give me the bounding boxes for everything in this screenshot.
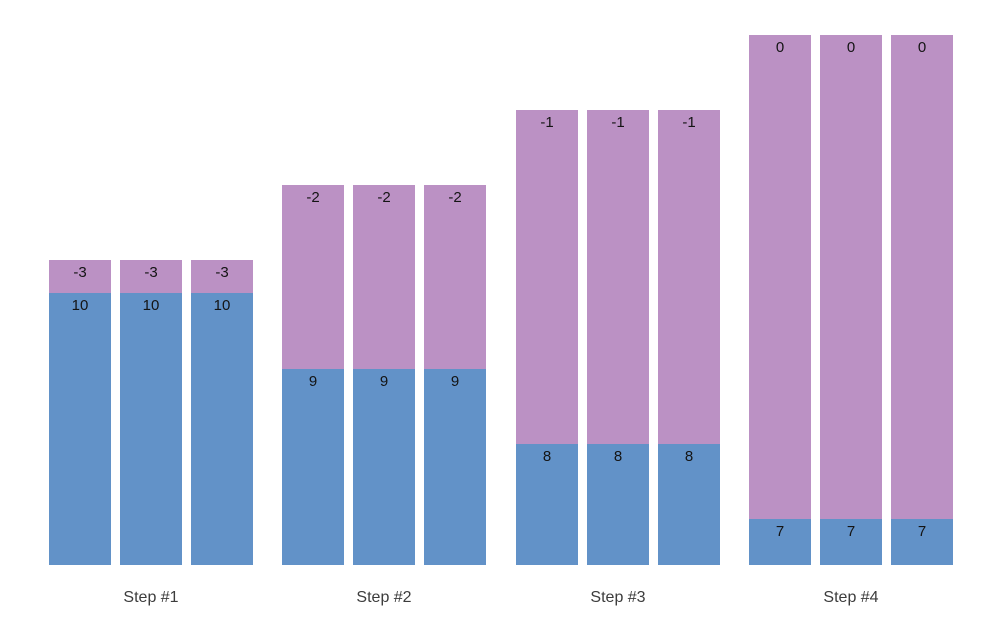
bar-value-label: 8 bbox=[542, 448, 552, 465]
x-axis-label: Step #2 bbox=[356, 589, 412, 606]
bar-segment-top: -1 bbox=[658, 110, 720, 444]
bar-segment-top: -2 bbox=[282, 185, 344, 369]
bar-value-label: 9 bbox=[308, 373, 318, 390]
bar-value-label: -3 bbox=[73, 264, 87, 281]
bar-value-label: 10 bbox=[213, 297, 231, 314]
bar-segment-bottom: 10 bbox=[120, 293, 182, 565]
bar-segment-bottom: 8 bbox=[516, 444, 578, 565]
bar-value-label: 0 bbox=[917, 39, 927, 56]
bar-value-label: -1 bbox=[682, 114, 696, 131]
bar-value-label: 7 bbox=[775, 523, 785, 540]
bar-segment-top: 0 bbox=[820, 35, 882, 519]
x-axis-label: Step #1 bbox=[123, 589, 179, 606]
bar-value-label: 8 bbox=[684, 448, 694, 465]
x-axis-label: Step #3 bbox=[590, 589, 646, 606]
bar-value-label: -2 bbox=[306, 189, 320, 206]
bar-value-label: 10 bbox=[142, 297, 160, 314]
bar-segment-top: -1 bbox=[587, 110, 649, 444]
bar-segment-top: -3 bbox=[191, 260, 253, 293]
bar-value-label: 0 bbox=[846, 39, 856, 56]
bar-value-label: -3 bbox=[144, 264, 158, 281]
bar-value-label: 10 bbox=[71, 297, 89, 314]
bar-segment-bottom: 8 bbox=[658, 444, 720, 565]
bar-segment-top: 0 bbox=[749, 35, 811, 519]
bar-segment-top: -1 bbox=[516, 110, 578, 444]
bar-segment-bottom: 8 bbox=[587, 444, 649, 565]
bar-segment-bottom: 10 bbox=[191, 293, 253, 565]
bar-value-label: 7 bbox=[917, 523, 927, 540]
bar-segment-bottom: 7 bbox=[749, 519, 811, 565]
bar-value-label: 7 bbox=[846, 523, 856, 540]
bar-segment-top: -3 bbox=[49, 260, 111, 293]
bar-segment-bottom: 9 bbox=[353, 369, 415, 565]
bar-segment-top: -2 bbox=[353, 185, 415, 369]
bar-value-label: -1 bbox=[611, 114, 625, 131]
bar-value-label: 8 bbox=[613, 448, 623, 465]
bar-value-label: 9 bbox=[450, 373, 460, 390]
bar-segment-bottom: 10 bbox=[49, 293, 111, 565]
bar-value-label: 0 bbox=[775, 39, 785, 56]
bar-segment-top: -3 bbox=[120, 260, 182, 293]
bar-value-label: -1 bbox=[540, 114, 554, 131]
bar-segment-bottom: 9 bbox=[282, 369, 344, 565]
bar-segment-bottom: 7 bbox=[820, 519, 882, 565]
bar-value-label: -2 bbox=[377, 189, 391, 206]
bar-segment-top: 0 bbox=[891, 35, 953, 519]
bar-value-label: 9 bbox=[379, 373, 389, 390]
bar-segment-bottom: 9 bbox=[424, 369, 486, 565]
x-axis-label: Step #4 bbox=[823, 589, 879, 606]
bar-segment-top: -2 bbox=[424, 185, 486, 369]
bar-segment-bottom: 7 bbox=[891, 519, 953, 565]
bar-value-label: -2 bbox=[448, 189, 462, 206]
bar-value-label: -3 bbox=[215, 264, 229, 281]
